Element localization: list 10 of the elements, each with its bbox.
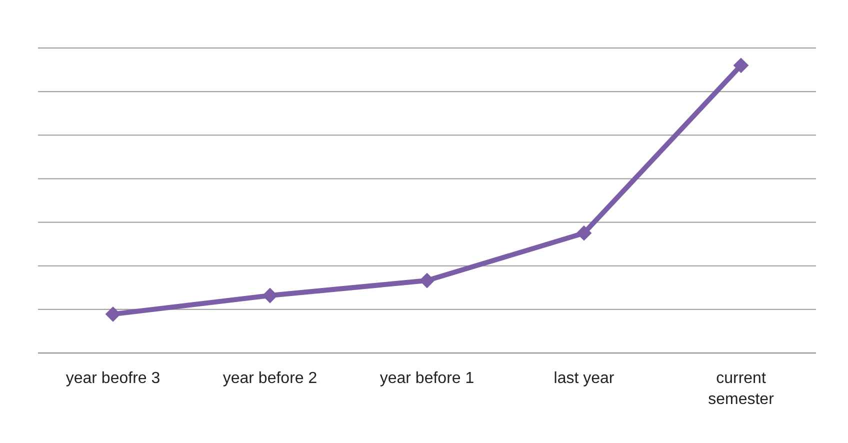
x-tick-label: year before 2 [222,370,318,387]
x-tick-label: year before 1 [380,370,474,387]
x-tick-label: last year [554,370,615,387]
point [262,288,278,303]
point [734,58,748,73]
point [420,273,434,288]
x-tick-label: current semester [708,370,775,408]
point [576,226,592,241]
x-tick-label: year beofre 3 [66,370,160,387]
point [106,306,120,322]
